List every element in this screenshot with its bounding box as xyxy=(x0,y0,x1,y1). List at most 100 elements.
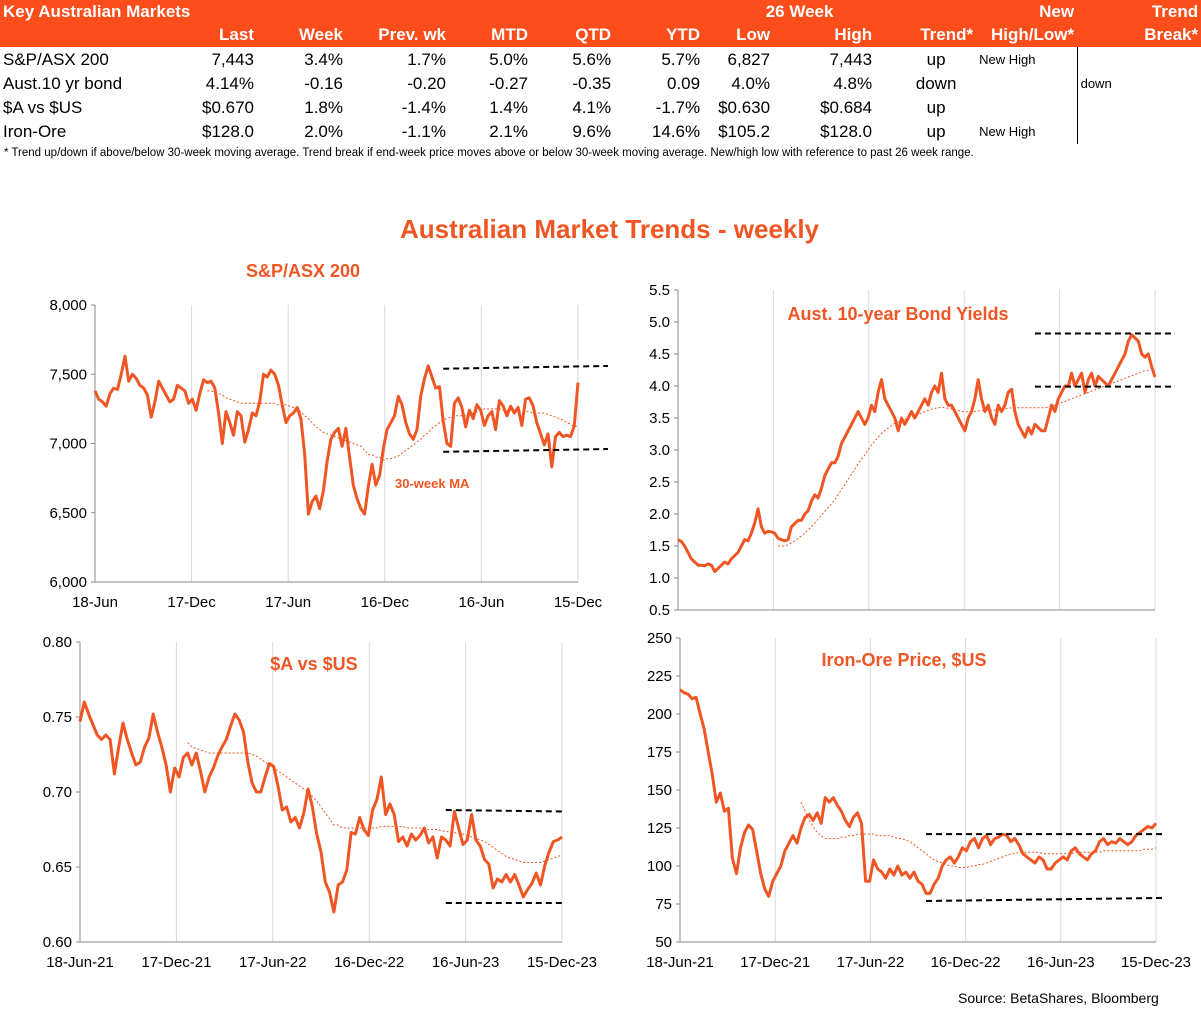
y-tick-label: 6,000 xyxy=(49,574,87,591)
cell-new-high-low xyxy=(976,96,1077,120)
cell-high: $0.684 xyxy=(820,98,873,117)
y-tick-label: 5.5 xyxy=(649,282,670,299)
y-tick-label: 0.70 xyxy=(43,784,72,801)
col-qtd: QTD xyxy=(531,23,615,47)
cell-trend: up xyxy=(926,49,946,69)
col-low: Low xyxy=(703,23,785,47)
cell-ytd: 0.09 xyxy=(666,74,701,93)
cell-high: 4.8% xyxy=(833,74,873,93)
price-line xyxy=(78,700,563,914)
cell-trend: up xyxy=(926,122,946,141)
x-tick-label: 18-Jun-21 xyxy=(46,954,114,971)
price-line xyxy=(677,333,1157,574)
cell-week: 3.4% xyxy=(304,49,343,69)
col-new-high-low: High/Low* xyxy=(976,23,1078,47)
price-line xyxy=(93,354,580,516)
y-tick-label: 0.65 xyxy=(43,859,72,876)
y-tick-label: 250 xyxy=(647,630,672,647)
chart-title: Aust. 10-year Bond Yields xyxy=(787,304,1008,324)
x-tick-label: 17-Dec-21 xyxy=(141,954,211,971)
x-tick-label: 18-Jun-21 xyxy=(646,954,714,971)
x-tick-label: 17-Jun-22 xyxy=(837,954,905,971)
table-row: Iron-Ore $128.0 2.0% -1.1% 2.1% 9.6% 14.… xyxy=(0,120,1201,144)
page-title: Australian Market Trends - weekly xyxy=(399,214,820,244)
cell-qtd: 9.6% xyxy=(572,122,612,141)
col-prev-wk: Prev. wk xyxy=(346,23,449,47)
row-name: S&P/ASX 200 xyxy=(3,49,109,69)
cell-trend-break xyxy=(1076,120,1201,144)
y-tick-label: 225 xyxy=(647,668,672,685)
row-name: Iron-Ore xyxy=(3,122,67,141)
y-tick-label: 6,500 xyxy=(49,505,87,522)
cell-low: $0.630 xyxy=(718,98,771,117)
cell-qtd: 4.1% xyxy=(572,98,612,117)
chart-title: $A vs $US xyxy=(270,654,357,674)
cell-low: 6,827 xyxy=(727,49,771,69)
cell-mtd: -0.27 xyxy=(489,74,528,93)
chart-asx: 6,000 6,500 7,000 7,500 8,000 18-Jun 17-Dec 17-… xyxy=(49,261,608,611)
x-tick-label: 16-Jun-23 xyxy=(1027,954,1095,971)
col-high: High xyxy=(784,23,897,47)
table-row: S&P/ASX 200 7,443 3.4% 1.7% 5.0% 5.6% 5.… xyxy=(0,47,1201,72)
cell-qtd: 5.6% xyxy=(572,49,612,69)
cell-prev-wk: -1.1% xyxy=(401,122,446,141)
cell-trend: down xyxy=(915,74,957,93)
col-week: Week xyxy=(282,23,346,47)
col-trend-break: Break* xyxy=(1077,23,1201,47)
x-tick-label: 16-Jun-23 xyxy=(432,954,500,971)
cell-mtd: 2.1% xyxy=(489,122,528,141)
y-tick-label: 150 xyxy=(647,782,672,799)
y-tick-label: 8,000 xyxy=(49,297,87,314)
markets-table-area: Key Australian Markets 26 Week New Trend… xyxy=(0,0,1201,165)
range-high-line xyxy=(443,364,608,370)
cell-last: 4.14% xyxy=(205,74,254,93)
y-tick-label: 4.5 xyxy=(649,346,670,363)
y-tick-label: 50 xyxy=(655,934,672,951)
cell-trend-break: down xyxy=(1076,72,1201,96)
cell-last: $0.670 xyxy=(202,98,254,117)
y-tick-label: 7,000 xyxy=(49,436,87,453)
x-tick-label: 18-Jun xyxy=(72,594,118,611)
y-tick-label: 125 xyxy=(647,820,672,837)
x-tick-label: 15-Dec xyxy=(554,594,603,611)
x-tick-label: 16-Jun xyxy=(458,594,504,611)
cell-prev-wk: 1.7% xyxy=(407,49,446,69)
cell-week: 2.0% xyxy=(304,122,343,141)
y-tick-label: 1.5 xyxy=(649,538,670,555)
x-tick-label: 17-Dec-21 xyxy=(740,954,810,971)
cell-prev-wk: -0.20 xyxy=(407,74,446,93)
y-tick-label: 0.5 xyxy=(649,602,670,619)
table-header-row-1: Key Australian Markets 26 Week New Trend xyxy=(0,0,1201,23)
y-tick-label: 100 xyxy=(647,858,672,875)
y-tick-label: 200 xyxy=(647,706,672,723)
cell-week: -0.16 xyxy=(304,74,343,93)
moving-average-line xyxy=(207,390,579,461)
range-low-line xyxy=(926,896,1165,902)
chart-bond: 0.5 1.0 1.5 2.0 2.5 3.0 3.5 4.0 4.5 5.0 5.5 Aust. 1… xyxy=(649,282,1176,619)
y-tick-label: 2.0 xyxy=(649,506,670,523)
range-high-line xyxy=(445,809,563,813)
ma-annotation: 30-week MA xyxy=(395,476,470,491)
y-tick-label: 3.5 xyxy=(649,410,670,427)
cell-last: $128.0 xyxy=(202,122,254,141)
range-low-line xyxy=(443,448,608,453)
chart-iron: 50 75 100 125 150 175 200 225 250 18-Jun-21 17-Dec… xyxy=(646,630,1191,971)
y-tick-label: 0.60 xyxy=(43,934,72,951)
source-note: Source: BetaShares, Bloomberg xyxy=(958,990,1159,1006)
col-mtd: MTD xyxy=(449,23,531,47)
moving-average-line xyxy=(187,742,563,863)
moving-average-line xyxy=(800,801,1157,868)
x-tick-label: 16-Dec xyxy=(361,594,410,611)
table-header-row-2: Last Week Prev. wk MTD QTD YTD Low High … xyxy=(0,23,1201,47)
cell-low: 4.0% xyxy=(731,74,771,93)
chart-title: S&P/ASX 200 xyxy=(246,261,360,281)
y-tick-label: 4.0 xyxy=(649,378,670,395)
cell-high: 7,443 xyxy=(829,49,873,69)
y-tick-label: 7,500 xyxy=(49,366,87,383)
cell-trend-break xyxy=(1076,47,1201,72)
table-row: Aust.10 yr bond 4.14% -0.16 -0.20 -0.27 … xyxy=(0,72,1201,96)
table-footnote: * Trend up/down if above/below 30-week m… xyxy=(4,147,974,159)
group-header-26-week: 26 Week xyxy=(703,0,897,23)
cell-trend-break xyxy=(1076,96,1201,120)
table-row: $A vs $US $0.670 1.8% -1.4% 1.4% 4.1% -1… xyxy=(0,96,1201,120)
